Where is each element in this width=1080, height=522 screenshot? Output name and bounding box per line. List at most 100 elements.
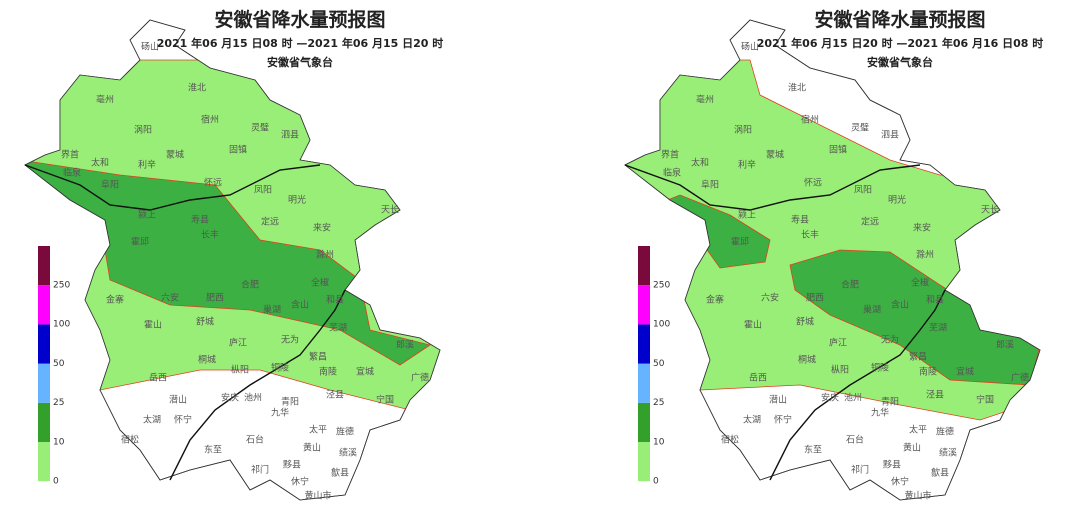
legend-label: 25	[653, 398, 664, 408]
place-label: 岳西	[749, 372, 767, 384]
rain-zones	[625, 59, 1040, 421]
place-label: 砀山	[141, 42, 159, 53]
place-label: 界首	[661, 149, 679, 161]
place-label: 桐城	[198, 354, 216, 366]
place-label: 宿松	[121, 434, 139, 446]
place-label: 宣城	[956, 366, 974, 378]
place-label: 含山	[891, 299, 909, 311]
place-label: 霍山	[144, 320, 162, 331]
place-label: 灵璧	[851, 122, 869, 134]
place-label: 巢湖	[263, 304, 281, 316]
legend-label: 50	[653, 359, 665, 369]
place-label: 石台	[246, 434, 264, 446]
place-label: 天长	[981, 204, 999, 216]
place-label: 九华	[871, 407, 889, 419]
place-label: 阜阳	[701, 179, 719, 191]
place-label: 合肥	[241, 279, 259, 291]
place-label: 宣城	[356, 366, 374, 378]
place-label: 枞阳	[831, 364, 849, 376]
legend-label: 10	[653, 437, 665, 447]
place-label: 池州	[244, 392, 262, 404]
place-label: 太平	[909, 424, 927, 436]
place-label: 无为	[281, 334, 299, 346]
place-label: 祁门	[851, 464, 869, 476]
map-issuer: 安徽省气象台	[867, 55, 933, 69]
place-label: 来安	[913, 222, 931, 234]
place-label: 怀远	[804, 177, 822, 189]
place-label: 岳西	[149, 372, 167, 384]
legend-swatch	[638, 285, 650, 325]
place-label: 临泉	[663, 167, 681, 179]
place-label: 池州	[844, 392, 862, 404]
place-label: 全椒	[311, 277, 329, 289]
place-label: 界首	[61, 149, 79, 161]
map-issuer: 安徽省气象台	[267, 55, 333, 69]
legend-label: 50	[53, 359, 65, 369]
place-label: 明光	[288, 194, 306, 206]
place-label: 东至	[204, 444, 222, 456]
place-label: 舒城	[796, 316, 814, 328]
place-label: 长丰	[801, 229, 819, 241]
place-label: 固镇	[229, 144, 247, 156]
place-label: 六安	[161, 292, 179, 304]
place-label: 休宁	[891, 476, 909, 488]
place-label: 定远	[861, 216, 879, 228]
place-label: 舒城	[196, 316, 214, 328]
place-label: 和县	[926, 295, 944, 306]
place-label: 霍邱	[731, 237, 749, 248]
rain-zones	[25, 59, 440, 421]
map-period: 2021 年06 月15 日20 时 —2021 年06 月16 日08 时	[757, 36, 1044, 50]
legend-label: 25	[53, 398, 64, 408]
place-label: 怀远	[204, 177, 222, 189]
place-label: 休宁	[291, 476, 309, 488]
place-label: 涡阳	[734, 125, 752, 136]
legend-label: 250	[53, 281, 70, 291]
place-label: 宿州	[801, 114, 819, 126]
place-label: 黄山	[303, 442, 321, 454]
place-label: 旌德	[936, 426, 954, 438]
place-label: 石台	[846, 434, 864, 446]
place-label: 铜陵	[871, 362, 889, 374]
place-label: 宁国	[376, 394, 394, 406]
river	[624, 164, 946, 481]
place-label: 绩溪	[939, 447, 957, 459]
place-label: 和县	[326, 295, 344, 306]
place-label: 巢湖	[863, 304, 881, 316]
place-label: 肥西	[206, 293, 224, 304]
place-label: 太和	[91, 157, 109, 169]
place-label: 阜阳	[101, 179, 119, 191]
place-label: 凤阳	[254, 185, 272, 196]
place-label: 郎溪	[396, 339, 414, 351]
place-label: 颍上	[138, 209, 156, 221]
place-label: 宿州	[201, 114, 219, 126]
place-label: 金寨	[106, 294, 124, 306]
place-label: 繁昌	[909, 351, 927, 363]
place-label: 金寨	[706, 294, 724, 306]
map-title: 安徽省降水量预报图	[214, 8, 385, 31]
place-label: 涡阳	[134, 125, 152, 136]
place-label: 安庆	[221, 392, 239, 404]
place-label: 芜湖	[929, 322, 947, 334]
place-label: 全椒	[911, 277, 929, 289]
place-label: 广德	[411, 372, 429, 384]
place-label: 怀宁	[174, 414, 192, 426]
place-label: 六安	[761, 292, 779, 304]
place-label: 蒙城	[166, 149, 184, 161]
place-label: 含山	[291, 299, 309, 311]
place-label: 利辛	[738, 159, 756, 171]
place-label: 泗县	[881, 130, 899, 141]
place-label: 东至	[804, 444, 822, 456]
place-label: 歙县	[931, 467, 949, 479]
legend-swatch	[638, 246, 650, 286]
place-label: 庐江	[229, 337, 247, 349]
place-label: 宁国	[976, 394, 994, 406]
place-label: 繁昌	[309, 351, 327, 363]
legend-label: 0	[53, 477, 59, 487]
legend-label: 0	[653, 477, 659, 487]
map-title: 安徽省降水量预报图	[814, 8, 985, 31]
place-label: 青阳	[881, 396, 899, 408]
legend-swatch	[638, 442, 650, 482]
legend-swatch	[38, 285, 50, 325]
place-label: 无为	[881, 334, 899, 346]
place-label: 怀宁	[774, 414, 792, 426]
